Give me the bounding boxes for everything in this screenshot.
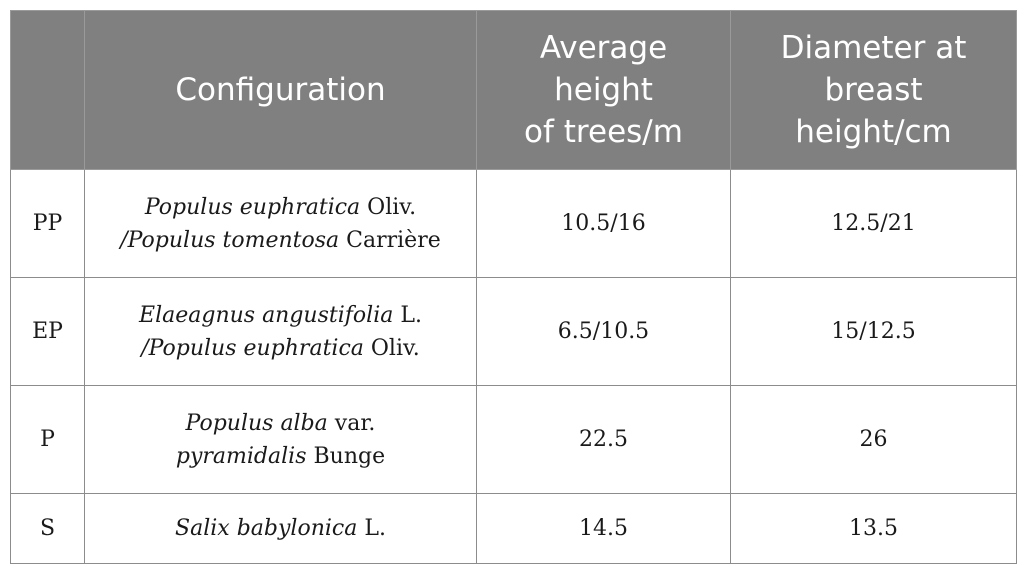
- table-row: EP Elaeagnus angustifolia L. /Populus eu…: [10, 277, 1017, 386]
- config-line: Populus alba var.: [91, 407, 470, 440]
- config-line: Elaeagnus angustifolia L.: [91, 299, 470, 332]
- cell-code: PP: [10, 169, 85, 278]
- config-line: pyramidalis Bunge: [91, 440, 470, 473]
- species-name: Salix babylonica: [175, 516, 358, 541]
- header-diameter: Diameter at breast height/cm: [730, 10, 1017, 170]
- header-line: height/cm: [795, 114, 952, 150]
- header-line: breast: [824, 72, 923, 108]
- header-line: Average: [539, 30, 668, 66]
- cell-code: S: [10, 493, 85, 564]
- species-author: Oliv.: [363, 335, 420, 361]
- config-line: /Populus euphratica Oliv.: [91, 332, 470, 365]
- species-author: Oliv.: [360, 194, 417, 220]
- tree-configuration-table: Configuration Average height of trees/m …: [10, 10, 1017, 564]
- cell-code: EP: [10, 277, 85, 386]
- species-name: Populus euphratica: [144, 194, 361, 220]
- cell-dbh: 26: [730, 385, 1017, 494]
- header-average-height: Average height of trees/m: [476, 10, 731, 170]
- cell-height: 6.5/10.5: [476, 277, 731, 386]
- cell-dbh: 15/12.5: [730, 277, 1017, 386]
- species-name: Populus alba: [185, 410, 328, 436]
- cell-height: 10.5/16: [476, 169, 731, 278]
- cell-dbh: 12.5/21: [730, 169, 1017, 278]
- species-author: Bunge: [306, 443, 386, 469]
- header-line: of trees/m: [524, 114, 683, 150]
- species-name: pyramidalis: [175, 443, 307, 469]
- cell-configuration: Elaeagnus angustifolia L. /Populus euphr…: [84, 277, 477, 386]
- cell-height: 14.5: [476, 493, 731, 564]
- cell-configuration: Salix babylonica L.: [84, 493, 477, 564]
- table-row: PP Populus euphratica Oliv. /Populus tom…: [10, 169, 1017, 278]
- config-line: Salix babylonica L.: [91, 512, 470, 545]
- species-name: /Populus tomentosa: [120, 227, 340, 253]
- species-author: Carrière: [339, 227, 441, 253]
- config-line: /Populus tomentosa Carrière: [91, 224, 470, 257]
- species-author: var.: [327, 410, 376, 436]
- species-name: /Populus euphratica: [141, 335, 364, 361]
- species-name: Elaeagnus angustifolia: [139, 302, 394, 328]
- header-line: Diameter at: [780, 30, 967, 66]
- cell-code: P: [10, 385, 85, 494]
- cell-configuration: Populus euphratica Oliv. /Populus toment…: [84, 169, 477, 278]
- header-line: height: [554, 72, 653, 108]
- header-code: [10, 10, 85, 170]
- config-line: Populus euphratica Oliv.: [91, 191, 470, 224]
- cell-height: 22.5: [476, 385, 731, 494]
- header-row: Configuration Average height of trees/m …: [10, 10, 1017, 170]
- table-row: P Populus alba var. pyramidalis Bunge 22…: [10, 385, 1017, 494]
- cell-configuration: Populus alba var. pyramidalis Bunge: [84, 385, 477, 494]
- cell-dbh: 13.5: [730, 493, 1017, 564]
- header-configuration: Configuration: [84, 10, 477, 170]
- table-row: S Salix babylonica L. 14.5 13.5: [10, 493, 1017, 564]
- species-author: L.: [357, 516, 386, 541]
- species-author: L.: [393, 302, 422, 328]
